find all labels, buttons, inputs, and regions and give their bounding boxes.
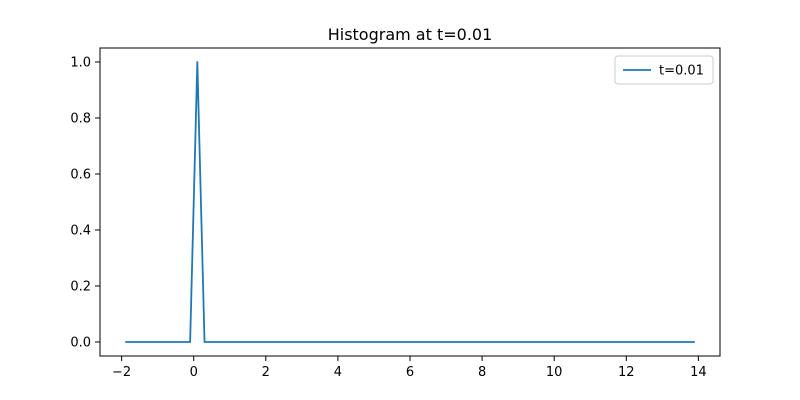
plot-area	[125, 61, 695, 343]
y-tick-label: 0.4	[70, 224, 91, 239]
chart-title: Histogram at t=0.01	[328, 25, 493, 44]
legend-label: t=0.01	[659, 64, 704, 79]
y-tick-label: 0.0	[70, 336, 91, 351]
x-tick-label: −2	[112, 365, 131, 380]
x-tick-label: 8	[478, 365, 486, 380]
x-tick-label: 6	[406, 365, 414, 380]
x-tick-label: 0	[190, 365, 198, 380]
legend: t=0.01	[614, 55, 714, 85]
x-tick-label: 10	[546, 365, 563, 380]
x-tick-label: 2	[262, 365, 270, 380]
legend-box	[614, 55, 714, 85]
y-tick-label: 1.0	[70, 56, 91, 71]
y-tick-label: 0.2	[70, 280, 91, 295]
y-tick-label: 0.6	[70, 168, 91, 183]
y-tick-label: 0.8	[70, 112, 91, 127]
x-axis: −2 0 2 4 6 8 10 12 14	[112, 356, 707, 380]
x-tick-label: 12	[618, 365, 635, 380]
x-tick-label: 4	[334, 365, 342, 380]
axes-frame	[99, 47, 721, 357]
series-line	[125, 61, 695, 343]
x-tick-label: 14	[690, 365, 707, 380]
y-axis: 0.0 0.2 0.4 0.6 0.8 1.0	[70, 56, 100, 351]
